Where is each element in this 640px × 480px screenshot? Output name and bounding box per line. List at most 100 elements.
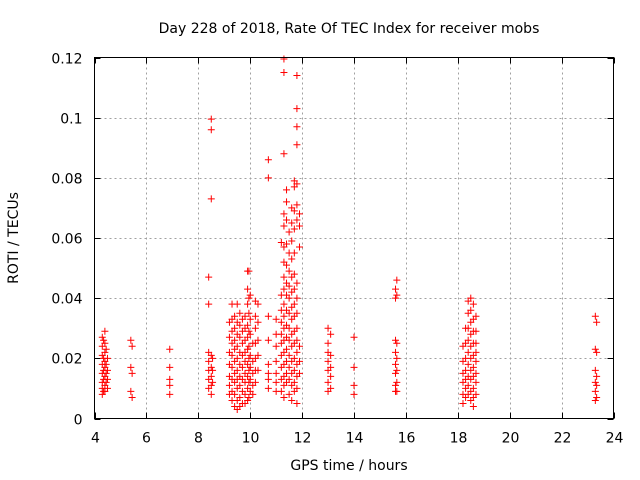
data-point bbox=[280, 393, 288, 401]
data-point bbox=[472, 390, 480, 398]
data-point bbox=[207, 372, 215, 380]
data-point bbox=[288, 219, 296, 227]
data-point bbox=[236, 333, 244, 341]
data-point bbox=[264, 360, 272, 368]
data-point bbox=[205, 273, 213, 281]
data-point bbox=[245, 354, 253, 362]
data-point bbox=[324, 339, 332, 347]
data-point bbox=[288, 396, 296, 404]
data-point bbox=[246, 351, 254, 359]
data-point bbox=[127, 387, 135, 395]
data-point bbox=[285, 228, 293, 236]
data-point bbox=[293, 141, 301, 149]
data-point bbox=[207, 363, 215, 371]
data-point bbox=[245, 393, 253, 401]
data-point bbox=[290, 285, 298, 293]
data-point bbox=[296, 369, 304, 377]
data-point bbox=[393, 366, 401, 374]
data-point bbox=[280, 69, 288, 77]
data-point bbox=[392, 336, 400, 344]
data-point bbox=[327, 330, 335, 338]
data-point bbox=[205, 357, 213, 365]
data-point bbox=[102, 369, 110, 377]
data-point bbox=[464, 348, 472, 356]
y-tick-label: 0.02 bbox=[51, 352, 82, 368]
data-point bbox=[464, 360, 472, 368]
data-point bbox=[283, 345, 291, 353]
data-point bbox=[285, 324, 293, 332]
x-tick-label: 24 bbox=[606, 431, 624, 447]
data-point bbox=[264, 312, 272, 320]
data-point bbox=[393, 387, 401, 395]
data-point bbox=[591, 387, 599, 395]
data-point bbox=[280, 150, 288, 158]
data-point bbox=[233, 300, 241, 308]
data-point bbox=[285, 267, 293, 275]
data-point bbox=[469, 384, 477, 392]
data-point bbox=[246, 363, 254, 371]
data-point bbox=[290, 270, 298, 278]
data-point bbox=[393, 276, 401, 284]
y-tick-label: 0.08 bbox=[51, 172, 82, 188]
x-tick-label: 6 bbox=[142, 431, 151, 447]
data-point bbox=[293, 336, 301, 344]
data-point bbox=[290, 207, 298, 215]
data-point bbox=[244, 285, 252, 293]
data-point bbox=[464, 324, 472, 332]
data-point bbox=[233, 354, 241, 362]
data-point bbox=[591, 378, 599, 386]
data-point bbox=[283, 198, 291, 206]
data-point bbox=[209, 378, 217, 386]
data-point bbox=[293, 216, 301, 224]
data-point bbox=[285, 294, 293, 302]
data-point bbox=[472, 357, 480, 365]
y-tick-label: 0.04 bbox=[51, 292, 82, 308]
data-point bbox=[254, 336, 262, 344]
data-point bbox=[593, 348, 601, 356]
data-point bbox=[277, 239, 285, 247]
data-point bbox=[244, 345, 252, 353]
data-point bbox=[296, 222, 304, 230]
data-point bbox=[244, 321, 252, 329]
data-point bbox=[293, 279, 301, 287]
data-point bbox=[128, 369, 136, 377]
data-point bbox=[280, 312, 288, 320]
data-point bbox=[272, 378, 280, 386]
data-point bbox=[244, 396, 252, 404]
data-point bbox=[293, 324, 301, 332]
data-point bbox=[241, 390, 249, 398]
data-point bbox=[293, 384, 301, 392]
data-point bbox=[228, 351, 236, 359]
data-point bbox=[285, 282, 293, 290]
data-point bbox=[128, 393, 136, 401]
data-point bbox=[100, 336, 108, 344]
x-tick-label: 10 bbox=[242, 431, 260, 447]
data-point bbox=[288, 255, 296, 263]
data-point bbox=[103, 354, 111, 362]
data-point bbox=[103, 384, 111, 392]
data-point bbox=[285, 363, 293, 371]
y-axis-label: ROTI / TECUs bbox=[6, 192, 22, 284]
data-point bbox=[290, 300, 298, 308]
y-tick-label: 0.1 bbox=[60, 112, 82, 128]
data-point bbox=[236, 309, 244, 317]
data-point bbox=[246, 291, 254, 299]
data-point bbox=[290, 225, 298, 233]
data-point bbox=[254, 351, 262, 359]
data-point bbox=[593, 318, 601, 326]
data-point bbox=[392, 381, 400, 389]
data-point bbox=[472, 348, 480, 356]
data-point bbox=[293, 72, 301, 80]
data-point bbox=[238, 363, 246, 371]
data-point bbox=[280, 300, 288, 308]
data-point bbox=[283, 216, 291, 224]
x-tick-label: 20 bbox=[502, 431, 520, 447]
data-point bbox=[207, 381, 215, 389]
data-point bbox=[285, 375, 293, 383]
data-point bbox=[472, 339, 480, 347]
data-point bbox=[246, 315, 254, 323]
data-point bbox=[245, 294, 253, 302]
y-tick-label: 0.12 bbox=[51, 52, 82, 68]
data-point bbox=[472, 378, 480, 386]
data-point bbox=[245, 327, 253, 335]
